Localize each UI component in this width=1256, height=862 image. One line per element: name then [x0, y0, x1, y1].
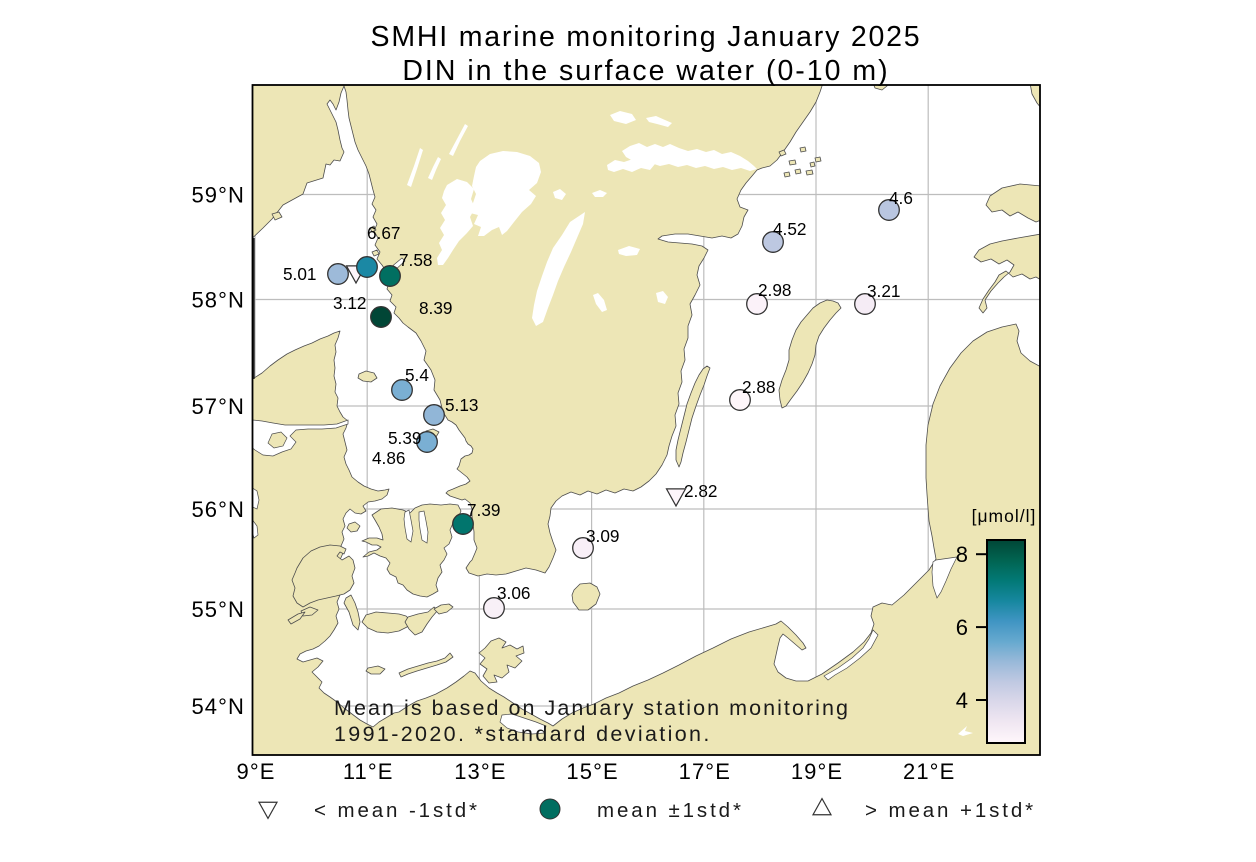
svg-text:57°N: 57°N — [191, 394, 245, 419]
svg-text:[μmol/l]: [μmol/l] — [972, 506, 1037, 526]
svg-text:5.4: 5.4 — [405, 365, 429, 385]
svg-text:mean ±1std*: mean ±1std* — [597, 799, 744, 822]
svg-text:59°N: 59°N — [191, 183, 245, 208]
svg-text:54°N: 54°N — [191, 694, 245, 719]
svg-text:2.82: 2.82 — [684, 481, 717, 501]
svg-text:5.39: 5.39 — [388, 428, 421, 448]
svg-text:1991-2020. *standard deviation: 1991-2020. *standard deviation. — [334, 722, 712, 746]
svg-text:< mean -1std*: < mean -1std* — [314, 799, 480, 822]
svg-text:55°N: 55°N — [191, 597, 245, 622]
svg-text:4.52: 4.52 — [773, 219, 806, 239]
svg-text:8.39: 8.39 — [419, 298, 452, 318]
svg-text:3.09: 3.09 — [586, 526, 619, 546]
svg-text:8: 8 — [956, 542, 968, 567]
svg-text:5.13: 5.13 — [445, 395, 478, 415]
svg-text:9°E: 9°E — [236, 759, 275, 784]
svg-text:3.06: 3.06 — [497, 583, 530, 603]
svg-text:56°N: 56°N — [191, 497, 245, 522]
svg-text:21°E: 21°E — [903, 759, 955, 784]
svg-text:4.6: 4.6 — [889, 188, 913, 208]
svg-text:2.88: 2.88 — [742, 377, 775, 397]
svg-text:3.12: 3.12 — [333, 293, 366, 313]
svg-text:7.58: 7.58 — [399, 250, 432, 270]
svg-text:3.21: 3.21 — [867, 281, 900, 301]
svg-text:19°E: 19°E — [791, 759, 843, 784]
svg-text:11°E: 11°E — [343, 759, 394, 784]
svg-text:SMHI marine monitoring January: SMHI marine monitoring January 2025 — [371, 21, 922, 53]
svg-text:5.01: 5.01 — [283, 264, 316, 284]
svg-text:Mean is based on January stati: Mean is based on January station monitor… — [334, 696, 850, 720]
svg-text:6.67: 6.67 — [367, 223, 400, 243]
svg-text:4.86: 4.86 — [372, 448, 405, 468]
svg-text:6: 6 — [956, 615, 968, 640]
svg-text:17°E: 17°E — [679, 759, 731, 784]
svg-text:13°E: 13°E — [454, 759, 506, 784]
svg-text:58°N: 58°N — [191, 288, 245, 313]
svg-text:7.39: 7.39 — [467, 500, 500, 520]
svg-text:DIN in the surface water (0-10: DIN in the surface water (0-10 m) — [402, 55, 889, 87]
svg-text:15°E: 15°E — [566, 759, 618, 784]
svg-text:> mean +1std*: > mean +1std* — [865, 799, 1036, 822]
svg-text:2.98: 2.98 — [758, 280, 791, 300]
svg-text:4: 4 — [956, 688, 968, 713]
